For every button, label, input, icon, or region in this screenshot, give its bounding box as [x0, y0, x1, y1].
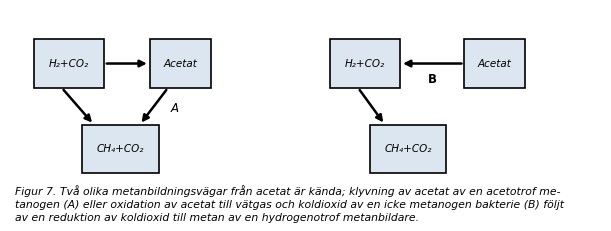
Text: B: B: [428, 73, 437, 86]
FancyBboxPatch shape: [82, 125, 159, 173]
Text: A: A: [170, 102, 178, 115]
Text: H₂+CO₂: H₂+CO₂: [345, 58, 385, 69]
FancyBboxPatch shape: [150, 39, 211, 88]
FancyBboxPatch shape: [464, 39, 525, 88]
FancyBboxPatch shape: [330, 39, 400, 88]
Text: CH₄+CO₂: CH₄+CO₂: [97, 144, 144, 154]
FancyBboxPatch shape: [34, 39, 104, 88]
FancyBboxPatch shape: [370, 125, 446, 173]
Text: CH₄+CO₂: CH₄+CO₂: [384, 144, 431, 154]
Text: Figur 7. Två olika metanbildningsvägar från acetat är kända; klyvning av acetat : Figur 7. Två olika metanbildningsvägar f…: [15, 185, 565, 223]
Text: Acetat: Acetat: [478, 58, 512, 69]
Text: H₂+CO₂: H₂+CO₂: [49, 58, 89, 69]
Text: Acetat: Acetat: [163, 58, 197, 69]
